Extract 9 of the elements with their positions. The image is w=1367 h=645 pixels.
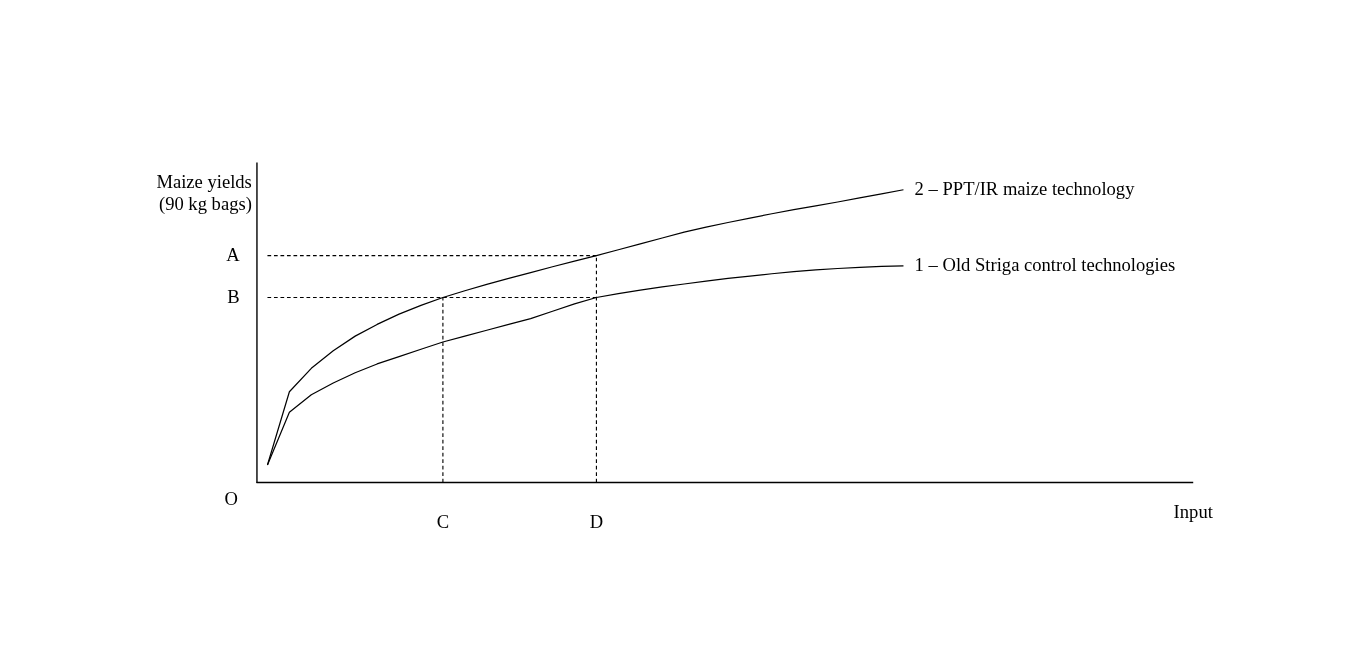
series-label: 2 – PPT/IR maize technology <box>914 178 1136 200</box>
ref-line-label: A <box>226 244 241 266</box>
ref-line-label: B <box>227 286 240 308</box>
text: O <box>224 487 238 509</box>
series-label: 1 – Old Striga control technologies <box>914 254 1176 276</box>
text: Input <box>1173 500 1214 522</box>
x-tick-label: D <box>589 510 604 532</box>
y-axis-title: Maize yields (90 kg bags) <box>156 170 252 216</box>
x-tick-label: C <box>436 510 450 532</box>
